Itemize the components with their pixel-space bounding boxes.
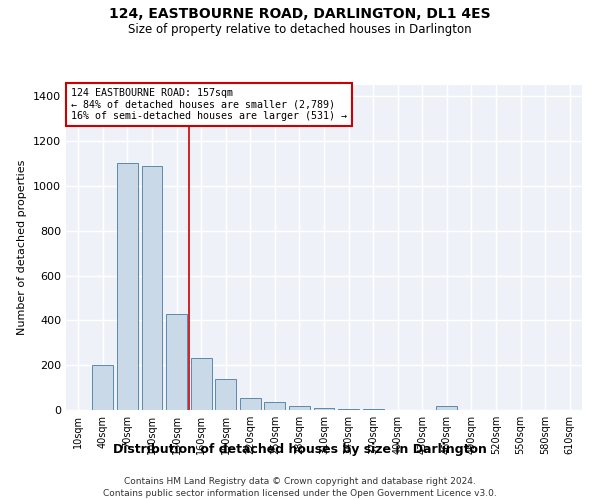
Text: 124, EASTBOURNE ROAD, DARLINGTON, DL1 4ES: 124, EASTBOURNE ROAD, DARLINGTON, DL1 4E… (109, 8, 491, 22)
Text: Distribution of detached houses by size in Darlington: Distribution of detached houses by size … (113, 442, 487, 456)
Bar (240, 398, 261, 410)
Bar (362, 409, 383, 410)
Bar (215, 378, 236, 410)
Y-axis label: Number of detached properties: Number of detached properties (17, 160, 28, 335)
Bar (436, 406, 457, 410)
Bar (314, 408, 334, 410)
Bar (338, 409, 359, 410)
Text: Contains HM Land Registry data © Crown copyright and database right 2024.: Contains HM Land Registry data © Crown c… (124, 478, 476, 486)
Text: 124 EASTBOURNE ROAD: 157sqm
← 84% of detached houses are smaller (2,789)
16% of : 124 EASTBOURNE ROAD: 157sqm ← 84% of det… (71, 88, 347, 122)
Bar (92, 365, 113, 410)
Bar (191, 358, 212, 410)
Bar (265, 402, 286, 410)
Bar (117, 164, 138, 410)
Text: Size of property relative to detached houses in Darlington: Size of property relative to detached ho… (128, 22, 472, 36)
Bar (289, 406, 310, 410)
Bar (166, 314, 187, 410)
Text: Contains public sector information licensed under the Open Government Licence v3: Contains public sector information licen… (103, 489, 497, 498)
Bar (142, 166, 163, 410)
